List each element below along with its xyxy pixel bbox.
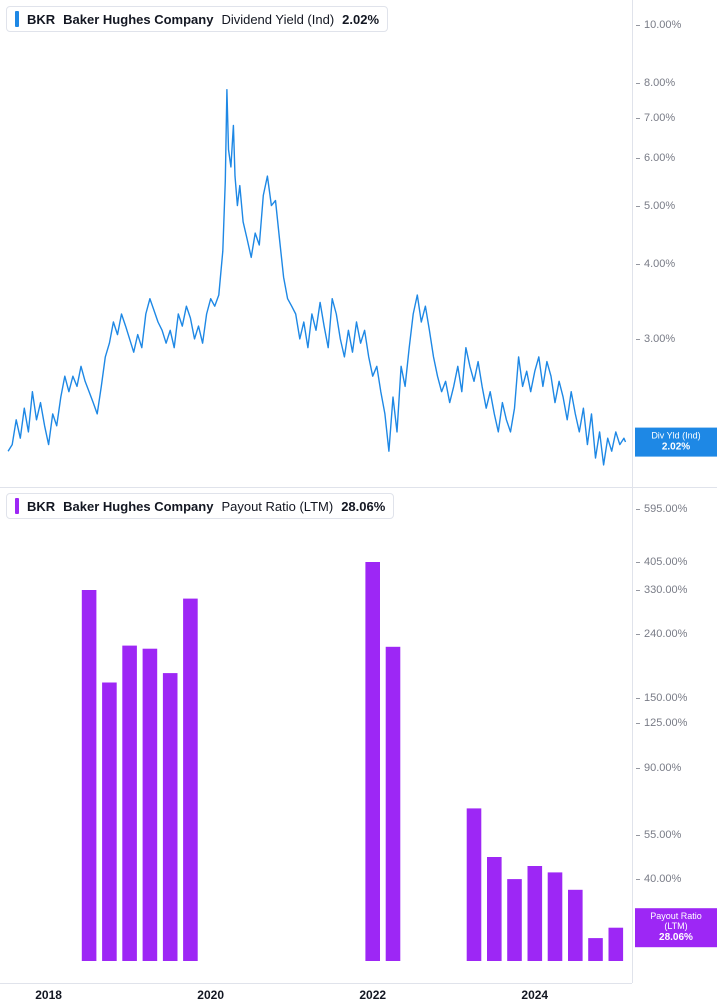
payout-ratio-panel: BKR Baker Hughes Company Payout Ratio (L… xyxy=(0,487,717,983)
top-chart-legend[interactable]: BKR Baker Hughes Company Dividend Yield … xyxy=(6,6,388,32)
x-tick: 2020 xyxy=(197,988,224,1002)
x-tick: 2022 xyxy=(359,988,386,1002)
metric-label: Dividend Yield (Ind) xyxy=(221,12,334,27)
ticker-label: BKR xyxy=(27,12,55,27)
y-tick: 330.00% xyxy=(632,584,717,596)
y-tick: 8.00% xyxy=(632,77,717,89)
metric-value: 2.02% xyxy=(342,12,379,27)
metric-label: Payout Ratio (LTM) xyxy=(221,499,333,514)
x-tick: 2024 xyxy=(521,988,548,1002)
y-tick: 3.00% xyxy=(632,333,717,345)
line-chart-plot[interactable] xyxy=(0,0,632,487)
series-marker-top xyxy=(15,11,19,27)
bottom-chart-legend[interactable]: BKR Baker Hughes Company Payout Ratio (L… xyxy=(6,493,394,519)
bottom-y-axis[interactable]: 25.00%40.00%55.00%90.00%125.00%150.00%24… xyxy=(632,487,717,961)
y-tick: 10.00% xyxy=(632,19,717,31)
x-tick: 2018 xyxy=(35,988,62,1002)
current-value-tag: Payout Ratio (LTM)28.06% xyxy=(635,908,717,948)
y-tick: 150.00% xyxy=(632,692,717,704)
y-tick: 405.00% xyxy=(632,556,717,568)
bar-chart-svg xyxy=(0,487,632,961)
y-tick: 40.00% xyxy=(632,873,717,885)
metric-value: 28.06% xyxy=(341,499,385,514)
y-tick: 7.00% xyxy=(632,112,717,124)
company-label: Baker Hughes Company xyxy=(63,12,213,27)
y-tick: 240.00% xyxy=(632,628,717,640)
current-value-tag: Div Yld (Ind)2.02% xyxy=(635,428,717,457)
company-label: Baker Hughes Company xyxy=(63,499,213,514)
dividend-yield-panel: BKR Baker Hughes Company Dividend Yield … xyxy=(0,0,717,487)
line-chart-svg xyxy=(0,0,632,487)
y-axis-border xyxy=(632,0,633,983)
y-tick: 5.00% xyxy=(632,200,717,212)
y-tick: 6.00% xyxy=(632,152,717,164)
ticker-label: BKR xyxy=(27,499,55,514)
x-axis[interactable]: 2018 2020 2022 2024 xyxy=(0,983,632,1005)
top-y-axis[interactable]: 2.00%3.00%4.00%5.00%6.00%7.00%8.00%10.00… xyxy=(632,0,717,487)
y-tick: 4.00% xyxy=(632,258,717,270)
bar-chart-plot[interactable] xyxy=(0,487,632,961)
y-tick: 125.00% xyxy=(632,717,717,729)
y-tick: 595.00% xyxy=(632,503,717,515)
y-tick: 90.00% xyxy=(632,762,717,774)
y-tick: 55.00% xyxy=(632,829,717,841)
series-marker-bottom xyxy=(15,498,19,514)
